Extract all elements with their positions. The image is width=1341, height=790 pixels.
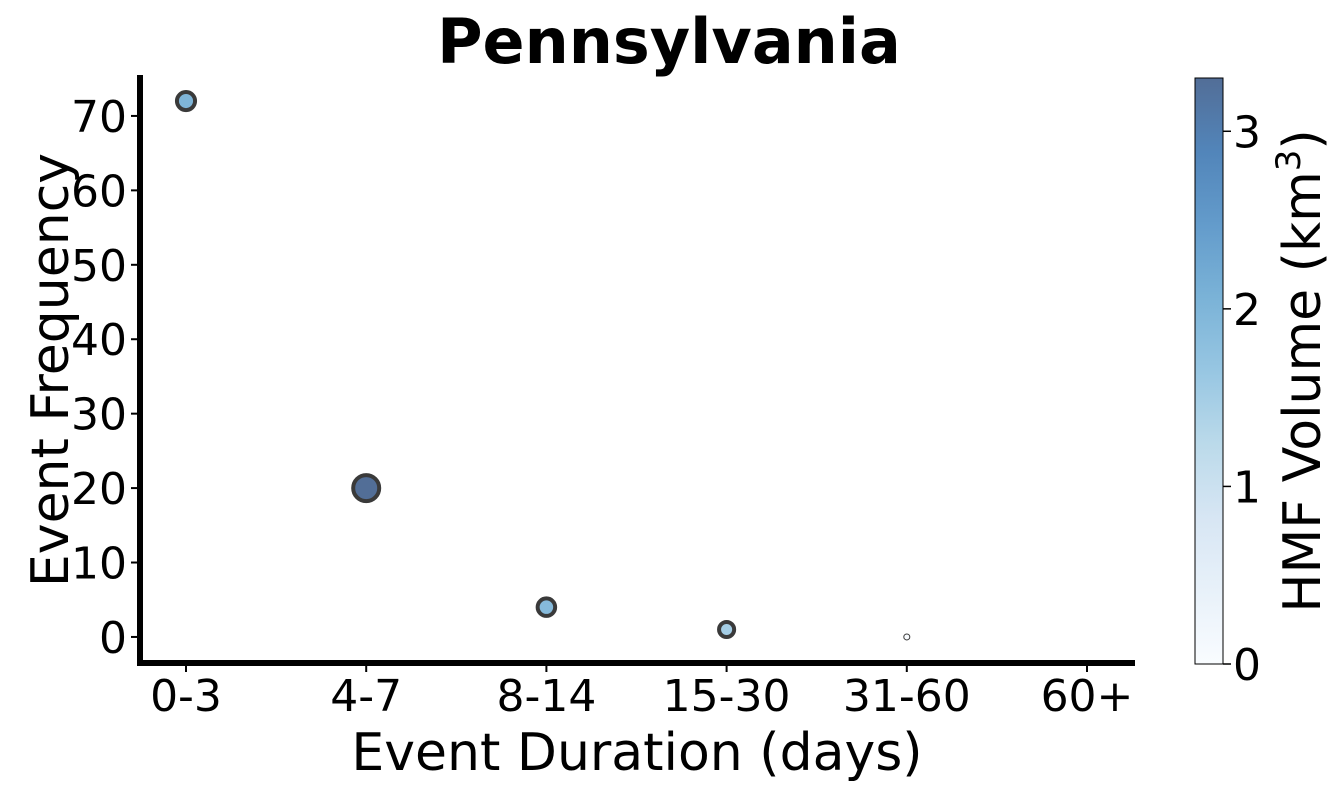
colorbar-tick-label: 3 xyxy=(1233,107,1261,158)
data-point-8-14 xyxy=(535,596,558,618)
y-tick-label: 10 xyxy=(71,539,127,590)
colorbar-gradient xyxy=(1194,77,1224,665)
y-tick-label: 0 xyxy=(99,613,127,664)
y-tick-label: 40 xyxy=(71,315,127,366)
x-tick-label: 31-60 xyxy=(843,671,971,722)
x-tick-label: 0-3 xyxy=(150,671,222,722)
colorbar-tick-label: 1 xyxy=(1233,462,1261,513)
chart-title: Pennsylvania xyxy=(437,5,901,78)
colorbar-label-close: ) xyxy=(1273,129,1333,149)
y-tick-label: 20 xyxy=(71,464,127,515)
colorbar: 0 1 2 3 HMF Volume (km3) xyxy=(1194,77,1333,691)
y-tick-label: 50 xyxy=(71,241,127,292)
data-point-15-30 xyxy=(717,619,737,640)
data-point-4-7 xyxy=(351,473,382,504)
colorbar-tick-label: 0 xyxy=(1233,640,1261,691)
data-point-31-60 xyxy=(903,633,911,641)
x-axis-label: Event Duration (days) xyxy=(351,723,922,783)
x-tick-label: 4-7 xyxy=(330,671,402,722)
x-tick-label: 15-30 xyxy=(663,671,791,722)
y-axis-label: Event Frequency xyxy=(21,153,81,587)
colorbar-tick-label: 2 xyxy=(1233,285,1261,336)
colorbar-label-text: HMF Volume (km xyxy=(1273,171,1333,612)
y-tick-label: 60 xyxy=(71,166,127,217)
colorbar-ticks: 0 1 2 3 xyxy=(1223,107,1261,691)
colorbar-label-superscript: 3 xyxy=(1269,150,1309,172)
y-tick-label: 30 xyxy=(71,390,127,441)
data-point-0-3 xyxy=(174,89,198,113)
x-axis-ticks: 0-3 4-7 8-14 15-30 31-60 60+ xyxy=(150,663,1133,722)
colorbar-label: HMF Volume (km3) xyxy=(1269,129,1333,612)
plot-area xyxy=(174,89,911,641)
y-axis-ticks: 0 10 20 30 40 50 60 70 xyxy=(71,92,140,664)
x-tick-label: 8-14 xyxy=(496,671,596,722)
x-tick-label: 60+ xyxy=(1041,671,1134,722)
y-tick-label: 70 xyxy=(71,92,127,143)
